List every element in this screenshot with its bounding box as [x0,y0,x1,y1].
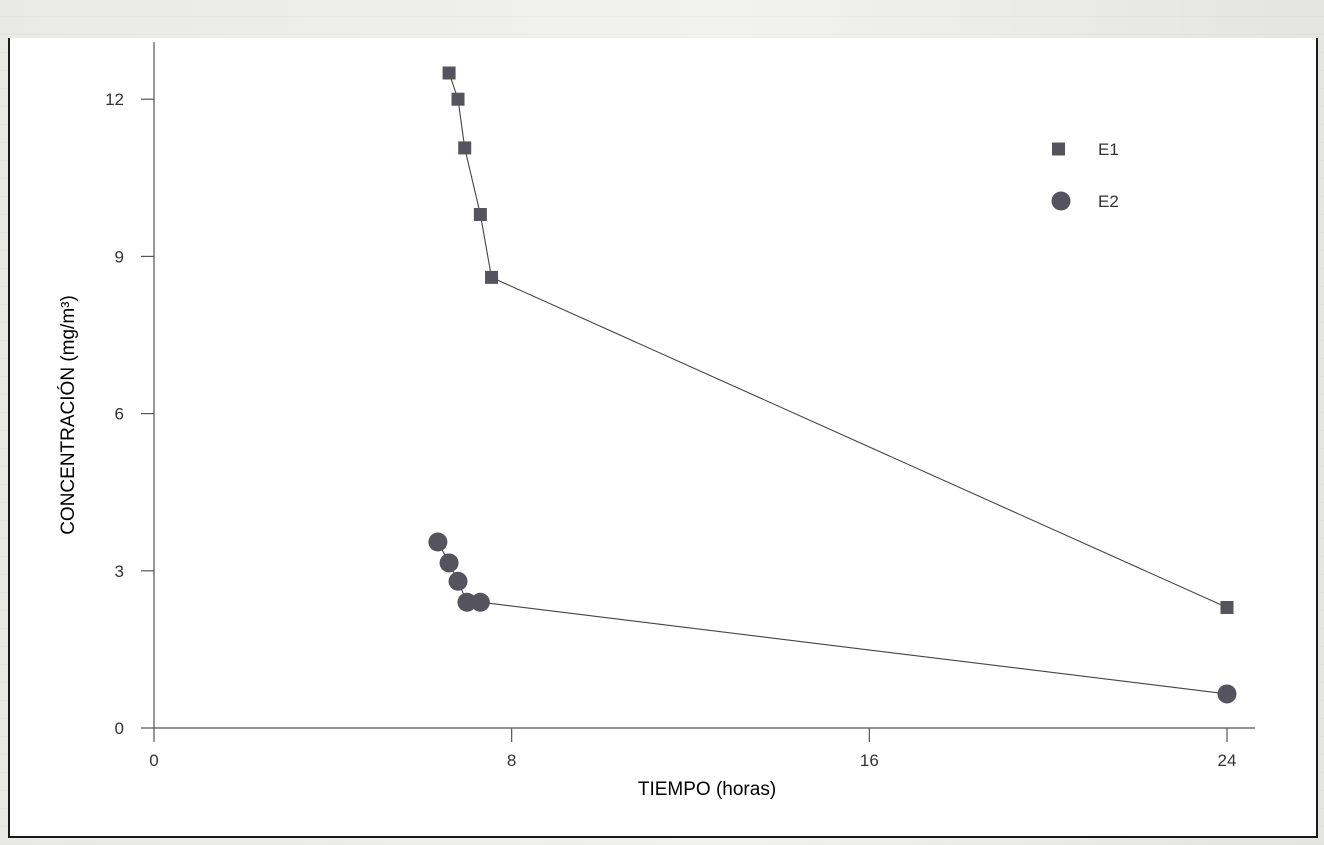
legend-marker [1051,191,1071,211]
data-point [428,532,448,552]
legend-label: E2 [1098,192,1119,211]
data-point [458,141,472,155]
x-tick-label: 0 [149,751,158,770]
data-point [485,270,499,284]
data-point [457,592,477,612]
y-axis-title: CONCENTRACIÓN (mg/m³) [57,295,79,535]
x-ticks: 0 8 16 24 [149,728,1236,770]
x-tick-label: 16 [860,751,879,770]
legend: E1 E2 [1051,140,1119,211]
data-point [473,207,487,221]
data-point [442,66,456,80]
legend-marker [1052,142,1065,156]
chart-frame [8,38,1318,838]
data-point [1217,684,1237,704]
x-tick-label: 24 [1218,751,1237,770]
data-point [448,571,468,591]
data-point [470,592,490,612]
series-layer [428,66,1237,704]
series-line [437,541,1228,695]
data-point [451,92,465,106]
data-point [1220,600,1234,614]
y-tick-label: 12 [105,90,124,109]
data-point [439,553,459,573]
legend-label: E1 [1098,140,1119,159]
series-e1 [442,66,1234,614]
series-e2 [428,532,1237,704]
y-tick-label: 0 [115,719,124,738]
x-axis-title: TIEMPO (horas) [638,779,776,800]
x-tick-label: 8 [507,751,516,770]
axes [153,42,1255,729]
y-tick-label: 9 [115,247,124,266]
y-ticks: 0 3 6 9 12 [105,90,154,738]
y-tick-label: 3 [115,562,124,581]
y-tick-label: 6 [115,405,124,424]
